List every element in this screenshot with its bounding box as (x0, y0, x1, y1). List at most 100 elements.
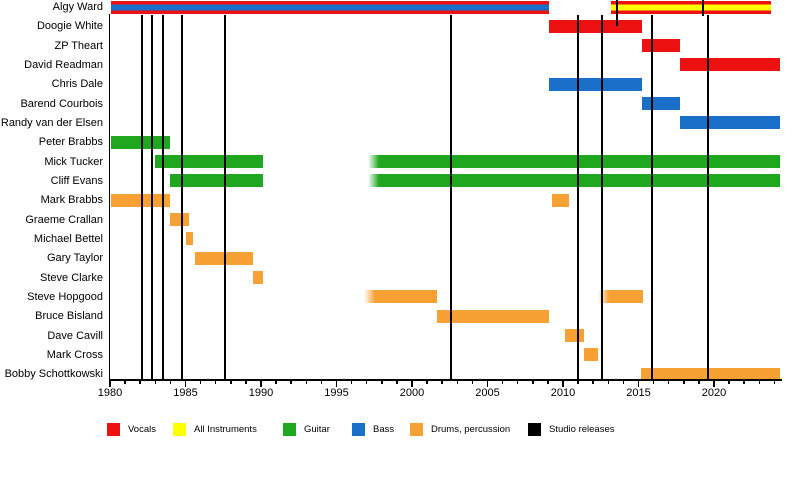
release-line (450, 15, 453, 379)
x-axis-tick-label: 1985 (173, 387, 198, 399)
member-label: Michael Bettel (33, 232, 103, 245)
member-bar (552, 193, 570, 207)
member-label: Algy Ward (52, 1, 103, 13)
member-bar (680, 58, 781, 72)
member-bar (170, 174, 264, 188)
member-label: Mick Tucker (44, 155, 103, 168)
x-axis-minor-tick (683, 380, 685, 384)
member-bar (565, 329, 585, 343)
member-bar (584, 348, 598, 362)
legend-label: Drums, percussion (431, 424, 511, 435)
x-axis-tick-label: 2010 (550, 387, 576, 399)
release-line (223, 15, 226, 379)
member-bar (110, 135, 171, 149)
release-line-top (616, 0, 619, 26)
x-axis-minor-tick (743, 380, 745, 384)
member-bar (155, 155, 264, 169)
member-label: Mark Cross (46, 348, 103, 361)
x-axis-minor-tick (139, 380, 141, 384)
member-bar (641, 39, 681, 53)
x-axis-minor-tick (245, 380, 247, 384)
member-bar (549, 19, 643, 33)
x-axis-minor-tick (290, 380, 292, 384)
x-axis-tick-label: 1995 (324, 387, 349, 399)
x-axis-minor-tick (350, 380, 353, 384)
x-axis-major-tick (637, 380, 640, 387)
x-axis-minor-tick (199, 380, 202, 384)
x-axis-minor-tick (758, 380, 761, 384)
x-axis-major-tick (335, 380, 338, 387)
x-axis-minor-tick (214, 380, 217, 384)
x-axis-minor-tick (230, 380, 232, 384)
release-line (151, 15, 154, 379)
x-axis-line (108, 378, 782, 381)
member-bar (253, 271, 264, 285)
x-axis-minor-tick (607, 380, 610, 384)
drums-legend-swatch (410, 423, 423, 436)
vocals-legend-swatch (107, 423, 120, 436)
release-line-top (702, 0, 705, 16)
release-line (577, 15, 580, 379)
x-axis-minor-tick (532, 380, 534, 384)
x-axis-minor-tick (154, 380, 157, 384)
legend-label: Studio releases (549, 424, 615, 435)
member-label: Graeme Crallan (25, 213, 103, 226)
x-axis-minor-tick (516, 380, 519, 384)
y-axis-spine (108, 14, 110, 379)
member-label: ZP Theart (54, 39, 103, 52)
release-line (601, 15, 604, 379)
x-axis-major-tick (109, 380, 111, 387)
legend-label: Vocals (128, 424, 156, 435)
member-label: Gary Taylor (46, 252, 103, 265)
x-axis-minor-tick (169, 380, 172, 384)
member-label: Randy van der Elsen (0, 116, 103, 129)
member-bar (436, 309, 550, 323)
x-axis-minor-tick (501, 380, 504, 384)
x-axis-minor-tick (577, 380, 579, 384)
x-axis-minor-tick (471, 380, 474, 384)
member-label: David Readman (24, 58, 103, 71)
member-bar (185, 232, 194, 246)
x-axis-minor-tick (698, 380, 700, 384)
member-bar (611, 0, 771, 14)
member-bar (110, 0, 550, 14)
x-axis-minor-tick (592, 380, 594, 384)
member-label: Mark Brabbs (40, 194, 103, 207)
x-axis-major-tick (562, 380, 564, 387)
x-axis-minor-tick (456, 380, 459, 384)
x-axis-tick-label: 2015 (626, 387, 651, 399)
x-axis-tick-label: 2005 (475, 387, 500, 399)
x-axis-minor-tick (275, 380, 277, 384)
x-axis-major-tick (260, 380, 262, 387)
legend-label: Bass (373, 424, 395, 435)
x-axis-minor-tick (652, 380, 655, 384)
member-label: Steve Clarke (40, 271, 103, 284)
x-axis-minor-tick (381, 380, 383, 384)
x-axis-minor-tick (667, 380, 670, 384)
member-label: Steve Hopgood (27, 290, 103, 303)
legend-label: Guitar (304, 424, 330, 435)
member-label: Bobby Schottkowski (4, 368, 103, 381)
x-axis-tick-label: 2020 (701, 387, 727, 399)
release-line (706, 15, 709, 379)
guitar-legend-swatch (283, 423, 296, 436)
x-axis-major-tick (411, 380, 413, 387)
all_instruments-legend-swatch (173, 423, 186, 436)
member-bar (170, 213, 190, 227)
x-axis-minor-tick (396, 380, 398, 384)
member-bar (368, 155, 781, 169)
member-bar (363, 290, 437, 304)
member-bar (641, 97, 681, 111)
member-label: Doogie White (36, 20, 103, 33)
release-line (651, 15, 654, 379)
bass-legend-swatch (352, 423, 365, 436)
member-label: Barend Courbois (20, 97, 103, 110)
member-bar (680, 116, 781, 130)
x-axis-minor-tick (124, 380, 126, 384)
member-label: Peter Brabbs (38, 136, 103, 149)
member-labels-column: Algy Ward Doogie White ZP Theart David Read… (0, 0, 110, 385)
release-line (181, 15, 184, 379)
x-axis-minor-tick (773, 380, 776, 384)
member-bar (640, 367, 781, 381)
